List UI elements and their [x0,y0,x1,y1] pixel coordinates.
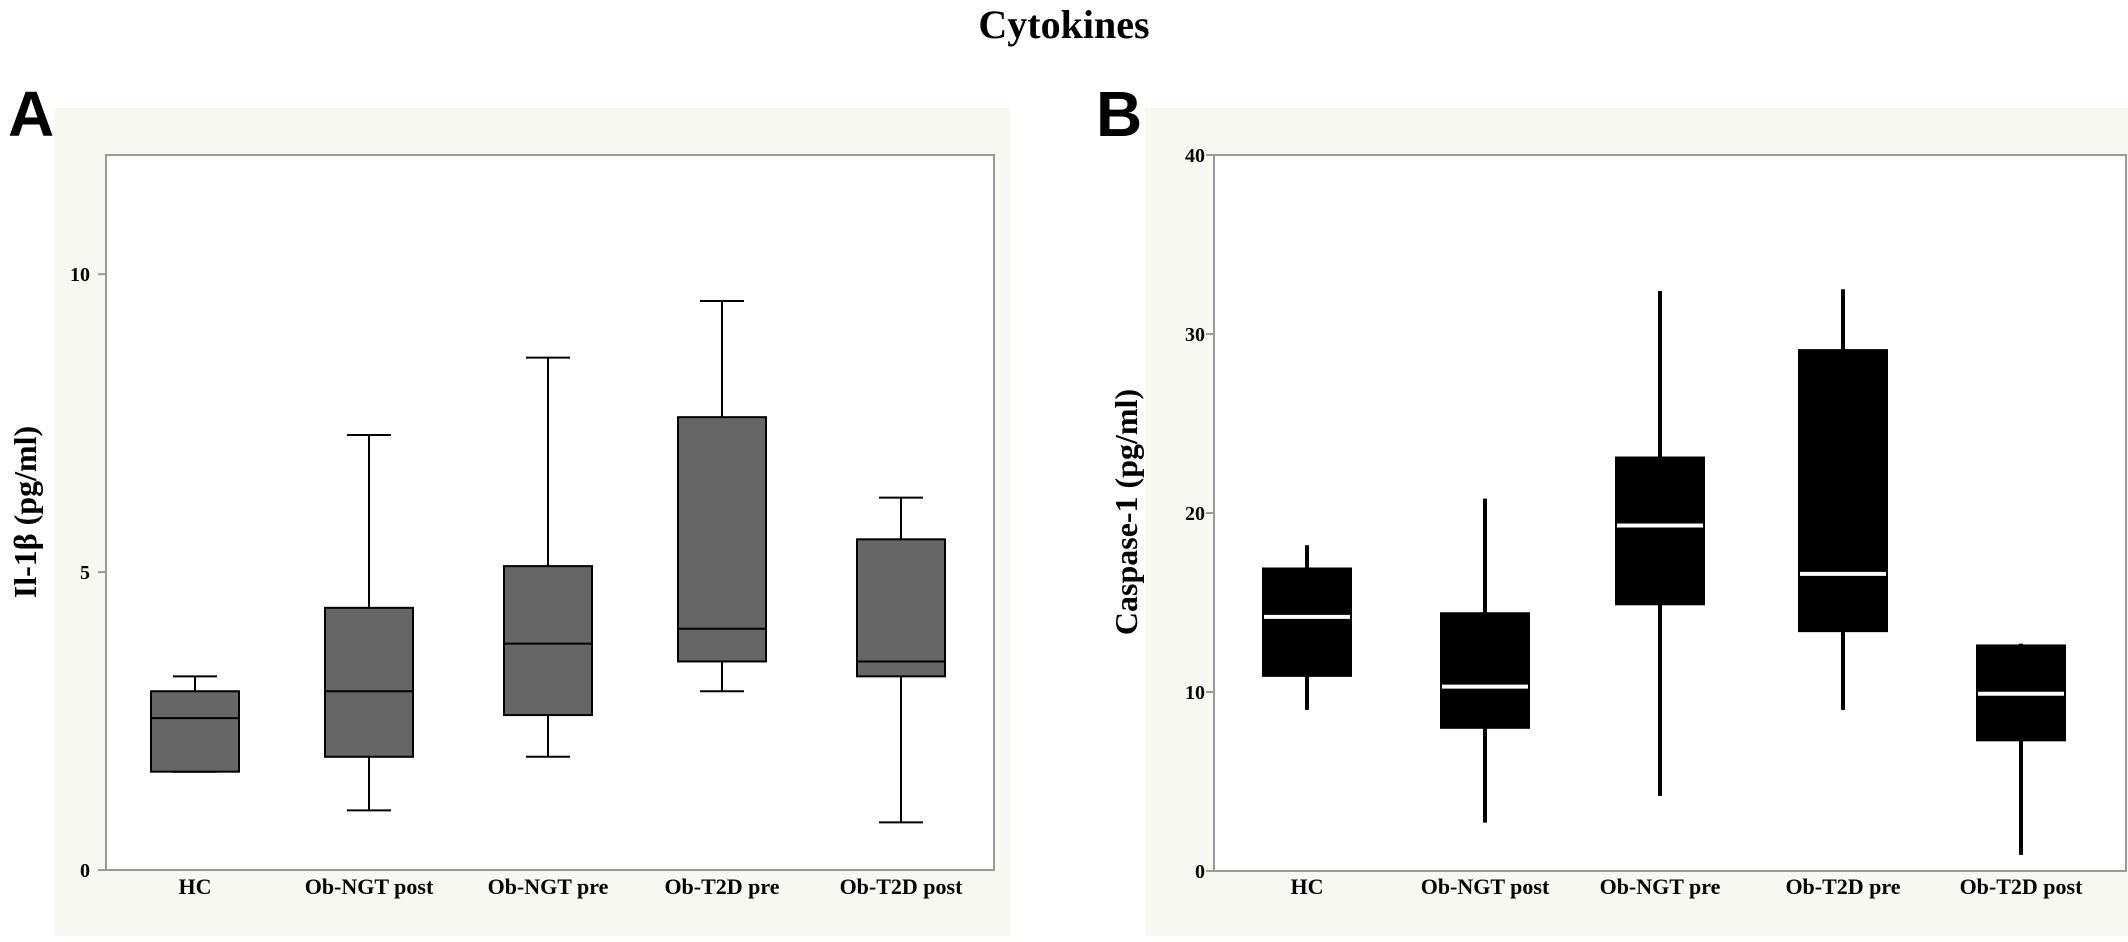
panel-a-box-3 [503,356,593,758]
panel-a-category-label: Ob-NGT pre [488,874,609,899]
panel-b-box-2 [1440,498,1530,823]
interquartile-box [856,538,946,678]
panel-b-y-ticks: 0 10 20 30 40 [1185,145,1214,883]
panel-a-y-ticks: 0 5 10 [70,264,106,882]
panel-a-il1b: A Il-1β (pg/ml) 0 5 10 HC Ob-NGT post Ob-NGT… [7,78,1010,936]
interquartile-box [324,606,414,758]
panel-b-box-4 [1798,289,1888,710]
panel-b-y-tick-label: 10 [1185,682,1205,704]
panel-b-y-tick-label: 40 [1185,145,1205,167]
interquartile-box [1798,349,1888,633]
panel-b-category-labels: HC Ob-NGT post Ob-NGT pre Ob-T2D pre Ob-T2D … [1291,874,2084,899]
panel-a-category-label: HC [179,874,212,899]
panel-b-y-tick-label: 20 [1185,503,1205,525]
panel-a-category-label: Ob-T2D pre [664,874,779,899]
panel-b-y-tick-label: 30 [1185,324,1205,346]
interquartile-box [1440,612,1530,729]
panel-a-box-5 [856,496,946,824]
interquartile-box [503,565,593,717]
interquartile-box [1262,567,1352,677]
panel-b-category-label: Ob-NGT post [1421,874,1550,899]
panel-a-box-1 [150,675,240,773]
panel-a-y-tick-label: 0 [80,860,90,882]
panel-a-box-4 [677,299,767,693]
panel-b-box-1 [1262,545,1352,710]
panel-b-y-axis-title: Caspase-1 (pg/ml) [1108,389,1144,635]
panel-b-boxes [1262,289,2066,855]
panel-a-boxes [150,299,946,824]
figure-title: Cytokines [978,2,1149,47]
panel-a-category-labels: HC Ob-NGT post Ob-NGT pre Ob-T2D pre Ob-T2D … [179,874,964,899]
panel-b-label: B [1096,78,1142,150]
panel-a-label: A [8,78,54,150]
panel-b-box-3 [1615,291,1705,796]
panel-a-y-axis-title: Il-1β (pg/ml) [7,426,43,598]
interquartile-box [677,416,767,663]
panel-a-category-label: Ob-T2D post [840,874,964,899]
panel-b-category-label: Ob-T2D pre [1785,874,1900,899]
panel-b-caspase1: B Caspase-1 (pg/ml) 0 10 20 30 40 HC Ob-NGT p… [1096,78,2128,936]
panel-a-category-label: Ob-NGT post [305,874,434,899]
panel-b-y-tick-label: 0 [1195,861,1205,883]
panel-a-y-tick-label: 10 [70,264,90,286]
panel-b-category-label: Ob-T2D post [1960,874,2084,899]
panel-b-category-label: HC [1291,874,1324,899]
interquartile-box [1615,456,1705,606]
panel-a-y-tick-label: 5 [80,562,90,584]
panel-a-plot-area [105,154,995,871]
interquartile-box [150,690,240,773]
panel-b-box-5 [1976,643,2066,855]
panel-b-category-label: Ob-NGT pre [1600,874,1721,899]
panel-a-box-2 [324,434,414,812]
